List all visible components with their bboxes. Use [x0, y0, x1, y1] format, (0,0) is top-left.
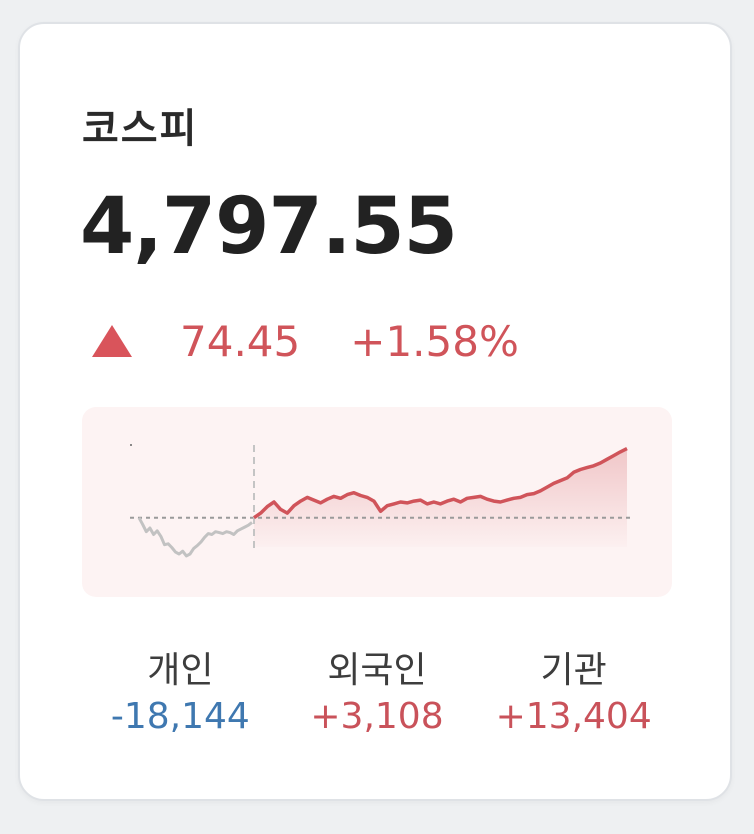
change-absolute: 74.45 — [180, 316, 301, 366]
change-percent: +1.58% — [350, 316, 519, 366]
index-name: 코스피 — [82, 106, 199, 152]
index-price: 4,797.55 — [80, 182, 458, 272]
chart-origin-dot — [130, 444, 132, 446]
flow-foreign: 외국인 +3,108 — [279, 649, 476, 741]
investor-flows: 개인 -18,144 외국인 +3,108 기관 +13,404 — [82, 649, 672, 741]
session-area-fill — [254, 448, 627, 547]
flow-value-institution: +13,404 — [495, 696, 652, 738]
up-triangle-icon — [92, 325, 132, 357]
flow-label-institution: 기관 — [540, 650, 607, 691]
intraday-chart-svg — [130, 444, 630, 558]
change-row: 74.45 +1.58% — [92, 316, 519, 366]
intraday-chart — [82, 407, 672, 597]
flow-value-foreign: +3,108 — [310, 696, 444, 738]
pre-open-line — [137, 516, 253, 558]
session-line — [253, 447, 628, 520]
flow-value-individual: -18,144 — [110, 696, 250, 738]
flow-individual: 개인 -18,144 — [82, 649, 279, 741]
flow-label-foreign: 외국인 — [327, 650, 427, 691]
flow-institution: 기관 +13,404 — [475, 649, 672, 741]
flow-label-individual: 개인 — [147, 650, 214, 691]
index-card[interactable]: 코스피 4,797.55 74.45 +1.58% 개인 -18,144 외국인… — [18, 22, 732, 801]
